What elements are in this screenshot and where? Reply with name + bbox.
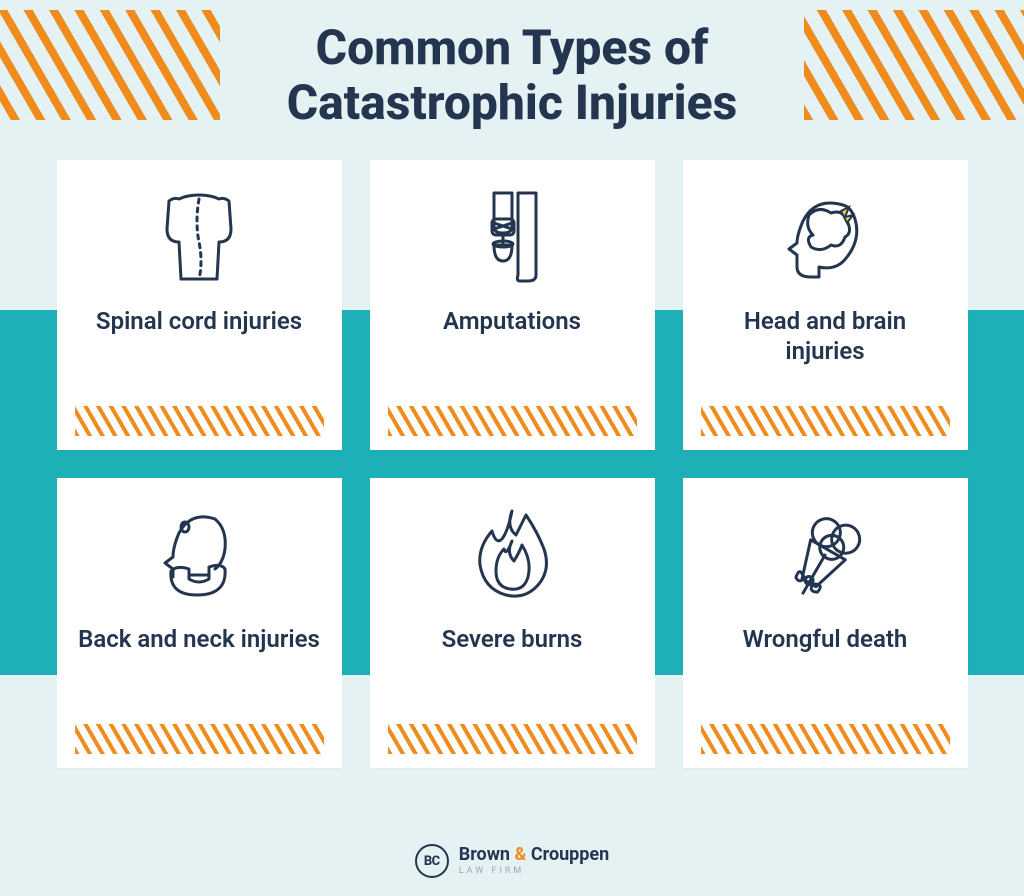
card-severe-burns: Severe burns xyxy=(370,478,655,768)
amputation-icon xyxy=(457,182,567,292)
card-stripes xyxy=(701,724,950,754)
logo-text: Brown & Crouppen LAW FIRM xyxy=(459,846,610,876)
title-line-1: Common Types of xyxy=(316,19,709,76)
title-line-2: Catastrophic Injuries xyxy=(287,74,738,131)
card-stripes xyxy=(75,724,324,754)
card-back-neck: Back and neck injuries xyxy=(57,478,342,768)
card-amputations: Amputations xyxy=(370,160,655,450)
page-title: Common Types of Catastrophic Injuries xyxy=(287,20,738,130)
card-label: Head and brain injuries xyxy=(683,292,968,370)
header-stripes-left xyxy=(0,10,220,120)
card-wrongful-death: Wrongful death xyxy=(683,478,968,768)
card-stripes xyxy=(701,406,950,436)
card-label: Spinal cord injuries xyxy=(76,292,322,370)
card-stripes xyxy=(388,406,637,436)
spine-icon xyxy=(144,182,254,292)
card-stripes xyxy=(388,724,637,754)
neckbrace-icon xyxy=(144,500,254,610)
logo-amp: & xyxy=(515,844,527,865)
card-label: Amputations xyxy=(423,292,601,370)
bouquet-icon xyxy=(770,500,880,610)
card-stripes xyxy=(75,406,324,436)
brain-icon xyxy=(770,182,880,292)
card-spinal-cord: Spinal cord injuries xyxy=(57,160,342,450)
card-label: Severe burns xyxy=(422,610,603,688)
header: Common Types of Catastrophic Injuries xyxy=(0,0,1024,150)
card-grid: Spinal cord injuries Amputations xyxy=(0,160,1024,768)
card-label: Wrongful death xyxy=(723,610,928,688)
header-stripes-right xyxy=(804,10,1024,120)
card-head-brain: Head and brain injuries xyxy=(683,160,968,450)
logo-name-1: Brown xyxy=(459,844,510,865)
logo-sub: LAW FIRM xyxy=(459,867,610,876)
logo-badge: BC xyxy=(415,844,449,878)
logo-name-2: Crouppen xyxy=(531,844,609,865)
footer-logo: BC Brown & Crouppen LAW FIRM xyxy=(0,844,1024,878)
flame-icon xyxy=(457,500,567,610)
card-label: Back and neck injuries xyxy=(58,610,340,688)
